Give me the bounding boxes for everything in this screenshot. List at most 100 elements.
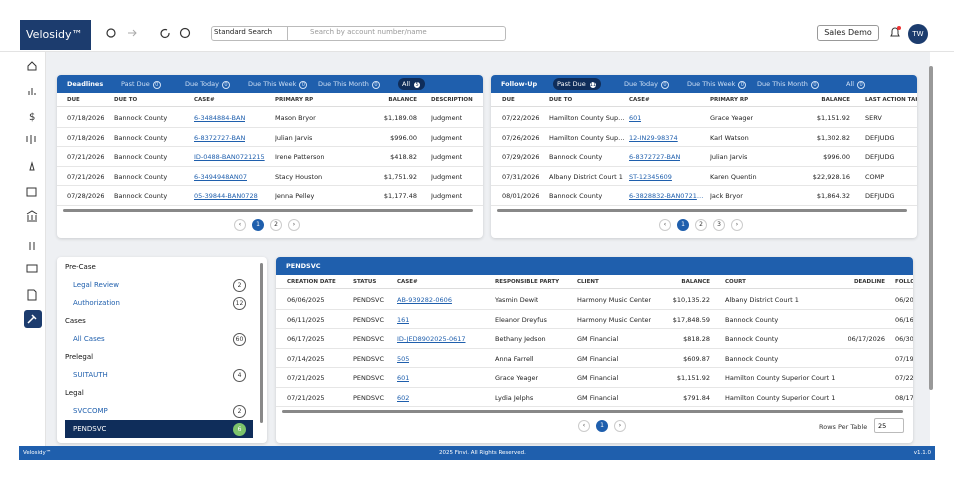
- search-mode[interactable]: Standard Search: [214, 28, 273, 36]
- cell: $1,302.82: [816, 133, 850, 142]
- next-page[interactable]: ›: [731, 219, 743, 231]
- cell: $418.82: [390, 153, 417, 161]
- column-header[interactable]: CLIENT: [577, 279, 599, 285]
- queue-item[interactable]: All Cases: [73, 335, 105, 343]
- tab-count: 0: [810, 81, 819, 89]
- h-scrollbar[interactable]: [497, 208, 907, 212]
- cell: PENDSVC: [353, 374, 385, 382]
- queue-count: 2: [233, 279, 246, 292]
- case-link[interactable]: 601: [629, 114, 642, 122]
- tab[interactable]: All 5: [398, 78, 426, 90]
- queue-item[interactable]: Authorization: [73, 299, 120, 307]
- case-link[interactable]: 6-3828832-BAN0721215: [629, 192, 707, 200]
- cell: $1,189.08: [383, 114, 417, 122]
- scrollbar[interactable]: [929, 66, 933, 390]
- column-header[interactable]: DUE TO: [114, 97, 138, 103]
- case-link[interactable]: ID-JED8902025-0617: [397, 335, 466, 343]
- cell: $22,928.16: [812, 172, 850, 181]
- search-input[interactable]: Search by account number/name: [310, 28, 427, 36]
- tab-label: Due This Week: [687, 80, 736, 88]
- column-header[interactable]: FOLLOW-UP: [895, 279, 913, 285]
- h-scrollbar[interactable]: [282, 410, 903, 413]
- column-header[interactable]: CASE#: [629, 97, 650, 103]
- queue-item[interactable]: Legal Review: [73, 281, 119, 289]
- row-divider: [491, 146, 917, 147]
- tab[interactable]: Past Due 0: [117, 78, 165, 90]
- tab[interactable]: Due Today 0: [181, 78, 234, 90]
- search-box[interactable]: [211, 26, 506, 41]
- column-header[interactable]: PRIMARY RP: [275, 97, 314, 103]
- column-header[interactable]: CASE#: [194, 97, 215, 103]
- page-button[interactable]: 1: [252, 219, 264, 231]
- column-header[interactable]: DUE: [502, 97, 515, 103]
- case-link[interactable]: 6-3484884-BAN: [194, 114, 246, 122]
- column-header[interactable]: PRIMARY RP: [710, 97, 749, 103]
- tab[interactable]: Due This Month 0: [753, 78, 823, 90]
- queue-item[interactable]: PENDSVC: [73, 425, 107, 433]
- column-header[interactable]: LAST ACTION TAKEN: [865, 97, 917, 103]
- tab-count: 0: [222, 81, 230, 89]
- column-header[interactable]: DESCRIPTION: [431, 97, 473, 103]
- h-scrollbar[interactable]: [63, 208, 473, 212]
- tab[interactable]: Past Due 11: [553, 78, 602, 90]
- tab[interactable]: Due This Week 0: [683, 78, 750, 90]
- tab[interactable]: All 0: [842, 78, 869, 90]
- page-button[interactable]: 3: [713, 219, 725, 231]
- case-link[interactable]: 161: [397, 315, 410, 324]
- next-page[interactable]: ›: [614, 420, 626, 432]
- page-button[interactable]: 2: [270, 219, 282, 231]
- cell: 07/18/2026: [67, 114, 105, 122]
- prev-page[interactable]: ‹: [659, 219, 671, 231]
- row-divider: [491, 126, 917, 128]
- column-header[interactable]: DEADLINE: [853, 279, 885, 285]
- row-divider: [491, 165, 917, 167]
- page-button[interactable]: 1: [677, 219, 689, 231]
- case-link[interactable]: 12-IN29-98374: [629, 133, 678, 142]
- column-header[interactable]: CREATION DATE: [287, 279, 336, 285]
- column-header[interactable]: DUE TO: [549, 97, 573, 103]
- org-button[interactable]: Sales Demo: [817, 25, 879, 41]
- prev-page[interactable]: ‹: [234, 219, 246, 231]
- cell: $10,135.22: [672, 296, 710, 304]
- tab[interactable]: Due Today 0: [620, 78, 673, 90]
- prev-page[interactable]: ‹: [578, 420, 590, 432]
- case-link[interactable]: ST-12345609: [629, 172, 672, 181]
- bell[interactable]: [888, 26, 902, 40]
- nav-icons[interactable]: $: [24, 58, 42, 338]
- tab-label: Due This Week: [248, 80, 297, 88]
- case-link[interactable]: 6-8372727-BAN: [629, 153, 681, 161]
- v-scrollbar[interactable]: [260, 263, 263, 423]
- column-header[interactable]: CASE#: [397, 279, 418, 285]
- column-header[interactable]: DUE: [67, 97, 80, 103]
- cell: $818.28: [683, 335, 710, 343]
- queue-item[interactable]: SUITAUTH: [73, 371, 108, 379]
- row-divider: [57, 126, 483, 128]
- case-link[interactable]: 602: [397, 393, 410, 402]
- brand[interactable]: Velosidy™: [20, 20, 91, 50]
- column-header[interactable]: BALANCE: [821, 97, 850, 103]
- case-link[interactable]: ID-0488-BAN0721215: [194, 153, 265, 161]
- rows-per-table[interactable]: 25: [874, 418, 904, 433]
- next-page[interactable]: ›: [288, 219, 300, 231]
- avatar[interactable]: TW: [908, 24, 928, 44]
- case-link[interactable]: 6-8372727-BAN: [194, 133, 246, 142]
- column-header[interactable]: COURT: [725, 279, 746, 285]
- tab[interactable]: Due This Week 0: [244, 78, 311, 90]
- panel-title: PENDSVC: [286, 262, 321, 270]
- column-header[interactable]: BALANCE: [681, 279, 710, 285]
- column-header[interactable]: STATUS: [353, 279, 377, 285]
- case-link[interactable]: 05-39844-BAN0728: [194, 192, 258, 200]
- queue-sidebar: Pre-Case Legal Review 2 Authorization 12 Case…: [57, 257, 267, 443]
- cell: 07/18/2026: [67, 133, 105, 142]
- page-button[interactable]: 1: [596, 420, 608, 432]
- column-header[interactable]: BALANCE: [388, 97, 417, 103]
- tab-label: Due Today: [624, 80, 658, 88]
- case-link[interactable]: AB-939282-0606: [397, 296, 452, 304]
- case-link[interactable]: 505: [397, 354, 410, 363]
- tab[interactable]: Due This Month 0: [314, 78, 384, 90]
- case-link[interactable]: 601: [397, 374, 410, 382]
- queue-item[interactable]: SVCCOMP: [73, 407, 108, 415]
- case-link[interactable]: 6-3494948AN07: [194, 172, 248, 181]
- page-button[interactable]: 2: [695, 219, 707, 231]
- column-header[interactable]: RESPONSIBLE PARTY: [495, 279, 560, 285]
